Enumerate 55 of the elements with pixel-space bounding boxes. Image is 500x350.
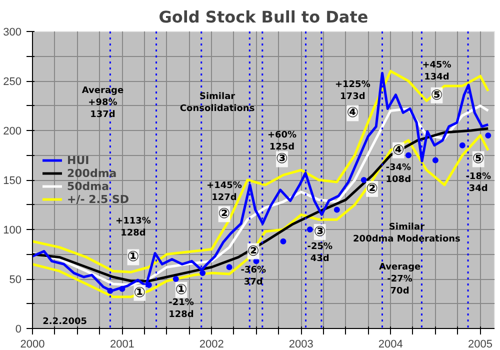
annotation: +125% 173d (334, 80, 370, 102)
point (405, 152, 412, 158)
annotation: +113% 128d (116, 216, 151, 239)
point (432, 157, 438, 164)
annotation: ⑤ (430, 87, 443, 104)
x-tick-label: 2002 (199, 338, 224, 350)
annotation: ④ (392, 142, 404, 158)
annotation: ② (247, 243, 260, 260)
annotation: ⑤ (472, 151, 484, 168)
legend-label: +/- 2.5 SD (67, 192, 129, 206)
y-tick-label: 150 (3, 175, 22, 187)
annotation: -21% 128d (168, 298, 194, 320)
point (334, 206, 340, 213)
annotation: Similar Consolidations (180, 92, 255, 114)
annotation: +45% 134d (422, 60, 452, 83)
x-tick-label: 2005 (468, 338, 493, 350)
chart-title: Gold Stock Bull to Date (158, 8, 368, 26)
x-tick-label: 2004 (378, 338, 403, 350)
point (485, 132, 492, 138)
point (459, 142, 466, 148)
y-tick-label: 50 (9, 274, 22, 286)
y-tick-label: 300 (3, 26, 22, 38)
annotation: ① (127, 249, 140, 266)
x-tick-label: 2001 (110, 338, 134, 350)
x-tick-label: 2003 (288, 338, 314, 350)
x-tick-label: 2000 (20, 338, 45, 350)
y-tick-label: 100 (3, 224, 22, 236)
point (360, 177, 367, 183)
annotation: +60% 125d (267, 130, 297, 152)
point (226, 264, 232, 270)
annotation: +145% 127d (206, 180, 242, 203)
annotation: Average -27% 70d (378, 262, 421, 296)
annotation: -18% 34d (466, 172, 491, 194)
annotation: ② (366, 180, 378, 197)
annotation: Similar 200dma Moderations (353, 222, 460, 244)
point (172, 276, 179, 282)
y-tick-label: 250 (3, 76, 22, 88)
annotation: ④ (346, 105, 359, 122)
legend-label: HUI (67, 154, 90, 166)
y-tick-label: 200 (3, 126, 22, 138)
annotation: ③ (314, 224, 326, 240)
annotation: ③ (276, 151, 288, 168)
annotation: ① (134, 284, 146, 301)
annotation: Average +98% 137d (82, 86, 124, 120)
annotation: -25% 43d (307, 242, 333, 264)
annotation: -34% 108d (386, 163, 412, 186)
y-tick-label: 0 (15, 324, 22, 336)
legend-label: 200dma (67, 166, 117, 180)
point (280, 238, 286, 244)
annotation: ① (175, 282, 188, 298)
point (306, 226, 313, 232)
annotation: ② (218, 206, 230, 222)
annotation: 2.2.2005 (42, 316, 88, 327)
legend-label: 50dma (67, 180, 110, 192)
annotation: -36% 37d (240, 266, 266, 288)
